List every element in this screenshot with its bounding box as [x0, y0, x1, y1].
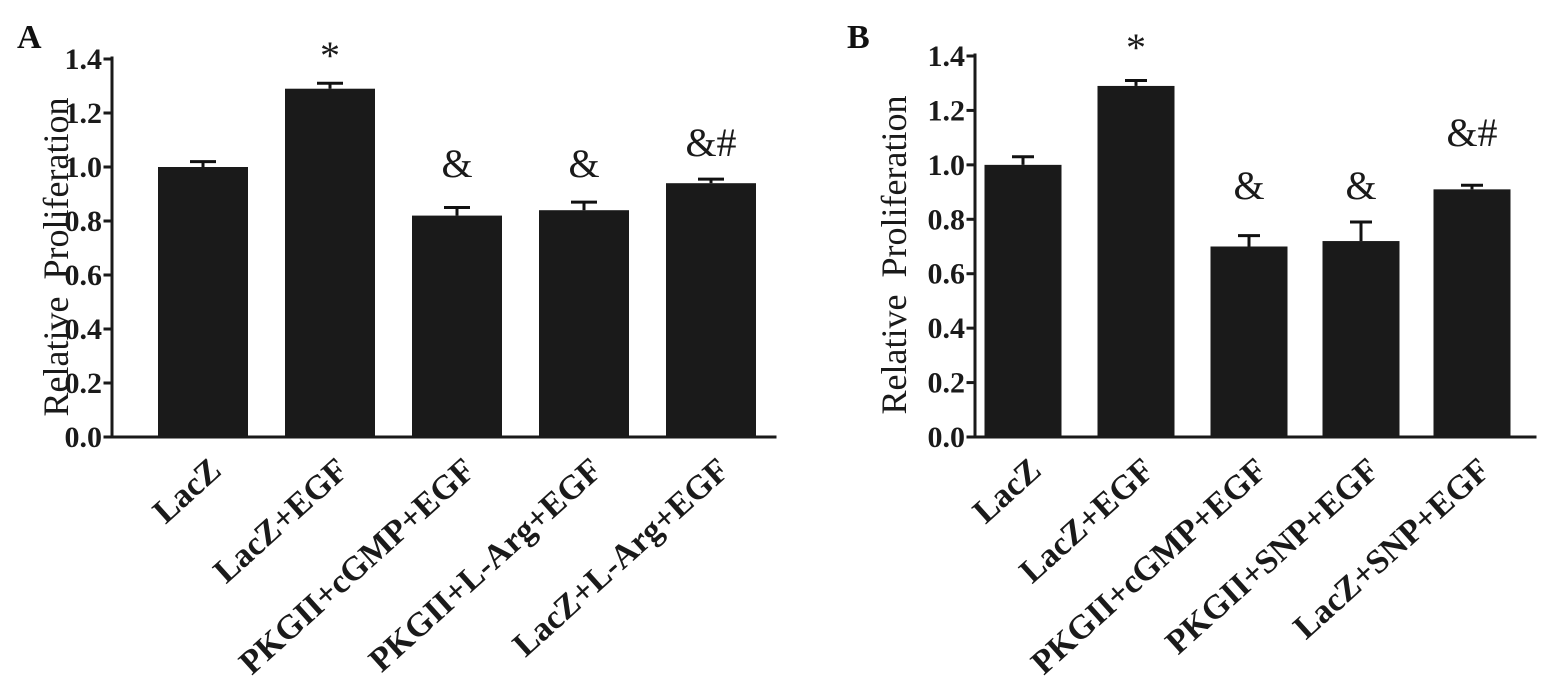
panel-a-y-tick-label: 1.2 — [65, 97, 103, 130]
panel-a-label: A — [17, 19, 42, 56]
panel-b-y-tick-label: 0.8 — [928, 203, 966, 236]
panel-b-y-tick-label: 0.0 — [928, 421, 966, 454]
panel-b-bar-lacz — [984, 164, 1062, 437]
panel-b-y-tick-label: 0.4 — [928, 312, 966, 345]
panel-b-annotation-pkgii-cgmp-egf: & — [1233, 163, 1264, 208]
panel-b-label: B — [847, 19, 870, 56]
panel-a-annotation-lacz-l-arg-egf: &# — [685, 120, 736, 165]
panel-a-y-tick-label: 0.2 — [65, 367, 103, 400]
panel-b-bar-lacz-snp-egf — [1433, 189, 1511, 437]
panel-b-y-tick-label: 0.2 — [928, 367, 966, 400]
panel-b-bar-pkgii-snp-egf — [1322, 241, 1400, 437]
panel-a-y-axis-title: Relative Proliferation — [36, 98, 76, 417]
panel-a-bar-lacz-l-arg-egf — [666, 183, 756, 437]
panel-b-bar-pkgii-cgmp-egf — [1210, 246, 1288, 437]
panel-a-y-tick-label: 1.4 — [65, 43, 103, 76]
panel-b-bar-lacz-egf — [1097, 85, 1175, 437]
panel-a-y-tick-label: 0.8 — [65, 205, 103, 238]
panel-a-bar-pkgii-cgmp-egf — [412, 215, 502, 437]
panel-a-bar-lacz — [158, 167, 248, 437]
panel-a-annotation-lacz-egf: * — [320, 33, 340, 78]
panel-a-y-tick-label: 0.0 — [65, 421, 103, 454]
panel-a-bar-lacz-egf — [285, 88, 375, 437]
panel-a-y-tick-label: 1.0 — [65, 151, 103, 184]
panel-b-y-tick-label: 0.6 — [928, 258, 966, 291]
panel-b-annotation-lacz-snp-egf: &# — [1446, 110, 1497, 155]
panel-a-bar-pkgii-l-arg-egf — [539, 210, 629, 437]
panel-a-annotation-pkgii-cgmp-egf: & — [441, 141, 472, 186]
panel-b-y-tick-label: 1.4 — [928, 40, 966, 73]
panel-b-y-tick-label: 1.0 — [928, 149, 966, 182]
panel-b-annotation-pkgii-snp-egf: & — [1345, 163, 1376, 208]
panel-a-y-tick-label: 0.4 — [65, 313, 103, 346]
panel-a-annotation-pkgii-l-arg-egf: & — [568, 141, 599, 186]
panel-b-y-tick-label: 1.2 — [928, 94, 966, 127]
panel-b-y-axis-title: Relative Proliferation — [874, 96, 914, 415]
panel-b-annotation-lacz-egf: * — [1126, 25, 1146, 70]
panel-a-y-tick-label: 0.6 — [65, 259, 103, 292]
